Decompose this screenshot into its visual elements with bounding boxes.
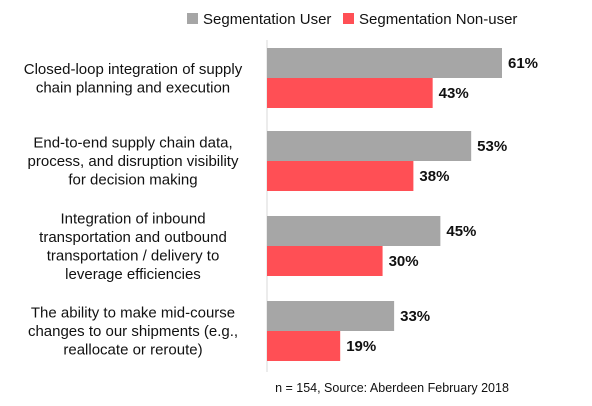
bar-non-user-2 <box>267 161 414 191</box>
bar-user-3 <box>267 216 441 246</box>
legend: Segmentation User Segmentation Non-user <box>187 11 517 28</box>
category-label-3: Integration of inbound transportation and… <box>39 210 227 283</box>
source-note: n = 154, Source: Aberdeen February 2018 <box>275 381 509 395</box>
value-labels: 61% 43% 53% 38% 45% 30% 33% 19% <box>346 55 538 355</box>
legend-label-user: Segmentation User <box>203 11 331 28</box>
category-labels: Closed-loop integration of supply chain p… <box>24 61 243 359</box>
category-label-1: Closed-loop integration of supply chain p… <box>24 61 243 97</box>
value-label-user-1: 61% <box>508 55 538 72</box>
bar-non-user-3 <box>267 246 383 276</box>
bars <box>267 48 502 361</box>
category-label-4: The ability to make mid-course changes to… <box>28 305 238 359</box>
bar-non-user-4 <box>267 331 341 361</box>
bar-non-user-1 <box>267 78 433 108</box>
value-label-user-4: 33% <box>400 308 430 325</box>
bar-user-1 <box>267 48 502 78</box>
value-label-non-user-3: 30% <box>389 253 419 270</box>
value-label-non-user-2: 38% <box>419 168 449 185</box>
bar-user-2 <box>267 131 472 161</box>
value-label-user-2: 53% <box>477 138 507 155</box>
value-label-non-user-1: 43% <box>439 85 469 102</box>
legend-swatch-user <box>187 13 198 24</box>
value-label-user-3: 45% <box>446 223 476 240</box>
category-label-2: End-to-end supply chain data, process, an… <box>28 135 239 189</box>
bar-user-4 <box>267 301 395 331</box>
value-label-non-user-4: 19% <box>346 338 376 355</box>
legend-label-non-user: Segmentation Non-user <box>359 11 517 28</box>
legend-swatch-non-user <box>343 13 354 24</box>
